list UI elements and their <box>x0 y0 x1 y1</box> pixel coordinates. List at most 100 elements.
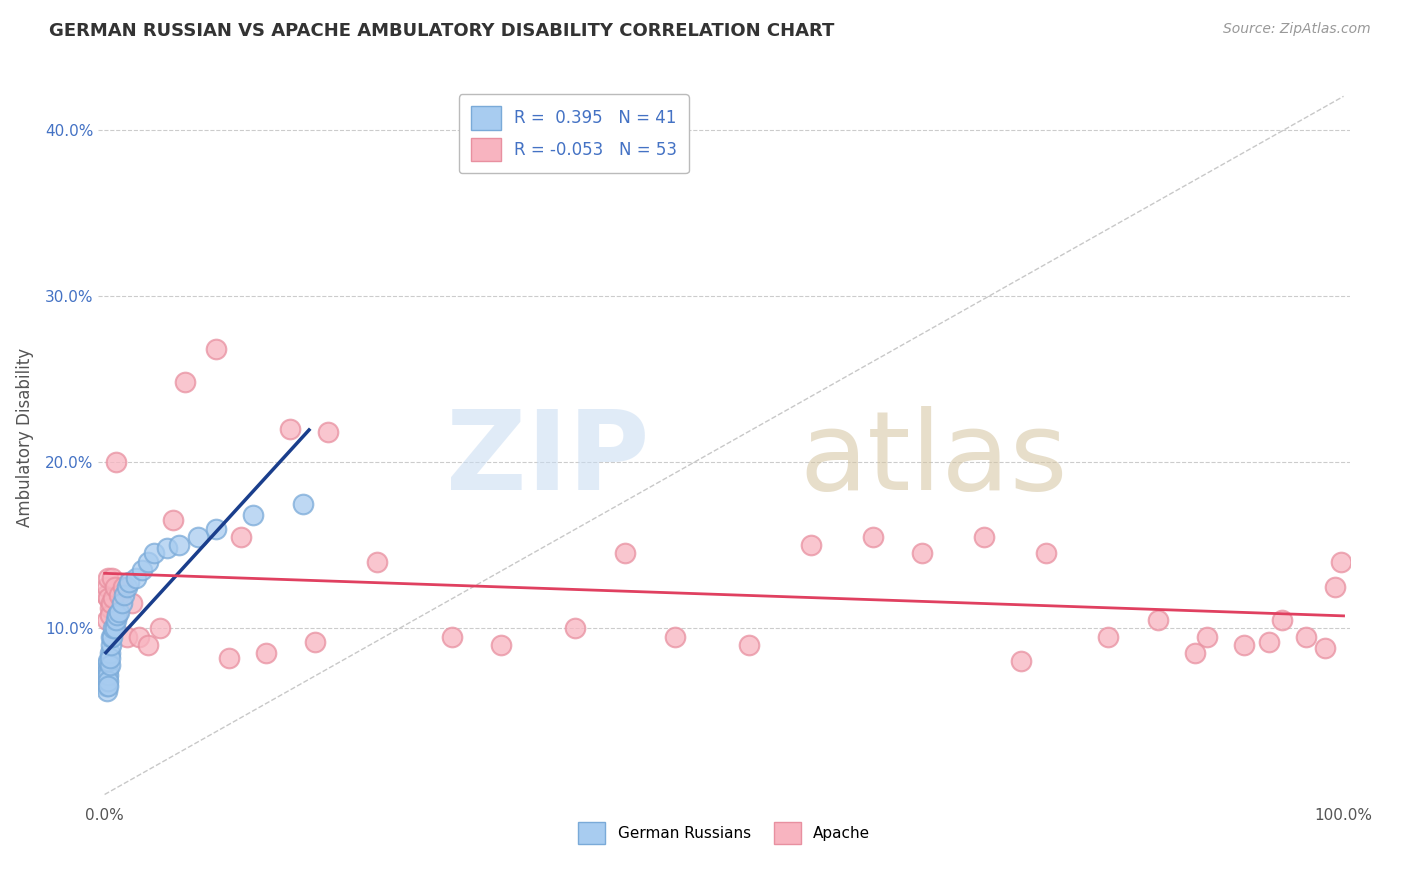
Point <box>98 646 121 660</box>
Point <box>1271 613 1294 627</box>
Point <box>94 671 117 685</box>
Point <box>136 555 159 569</box>
Point <box>96 667 118 681</box>
Point <box>800 538 823 552</box>
Point <box>115 630 138 644</box>
Point <box>1197 630 1219 644</box>
Point <box>101 630 124 644</box>
Text: GERMAN RUSSIAN VS APACHE AMBULATORY DISABILITY CORRELATION CHART: GERMAN RUSSIAN VS APACHE AMBULATORY DISA… <box>49 22 835 40</box>
Point <box>105 607 128 622</box>
Point <box>229 530 252 544</box>
Point <box>100 630 122 644</box>
Point <box>108 588 131 602</box>
Point <box>97 663 120 677</box>
Point <box>96 657 118 672</box>
Point <box>205 521 228 535</box>
Point <box>108 605 131 619</box>
Point <box>1330 555 1353 569</box>
Point <box>911 546 934 560</box>
Point <box>103 580 125 594</box>
Point <box>105 607 128 622</box>
Point <box>96 684 118 698</box>
Point <box>98 607 121 622</box>
Point <box>103 621 125 635</box>
Point <box>94 674 117 689</box>
Point <box>1323 580 1346 594</box>
Point <box>98 651 121 665</box>
Point <box>104 455 127 469</box>
Point <box>111 596 134 610</box>
Point <box>112 580 135 594</box>
Point <box>1146 613 1168 627</box>
Text: Source: ZipAtlas.com: Source: ZipAtlas.com <box>1223 22 1371 37</box>
Point <box>1097 630 1119 644</box>
Point <box>114 588 136 602</box>
Point <box>614 546 637 560</box>
Point <box>100 596 122 610</box>
Point <box>96 613 118 627</box>
Point <box>218 651 240 665</box>
Point <box>1258 634 1281 648</box>
Text: atlas: atlas <box>799 406 1067 513</box>
Point <box>167 538 190 552</box>
Point <box>97 591 120 606</box>
Point <box>1313 641 1336 656</box>
Point <box>94 680 117 694</box>
Point <box>1035 546 1057 560</box>
Point <box>97 655 120 669</box>
Legend: German Russians, Apache: German Russians, Apache <box>572 816 876 850</box>
Point <box>128 630 150 644</box>
Point <box>291 497 314 511</box>
Point <box>100 638 122 652</box>
Point <box>118 574 141 589</box>
Point <box>149 621 172 635</box>
Point <box>973 530 995 544</box>
Point <box>254 646 277 660</box>
Point <box>96 580 118 594</box>
Point <box>97 571 120 585</box>
Point <box>103 591 125 606</box>
Point <box>97 667 120 681</box>
Point <box>186 530 208 544</box>
Point <box>143 546 166 560</box>
Point <box>121 596 143 610</box>
Point <box>316 425 339 439</box>
Point <box>564 621 586 635</box>
Point <box>104 613 127 627</box>
Text: ZIP: ZIP <box>446 406 650 513</box>
Point <box>97 680 120 694</box>
Point <box>97 674 120 689</box>
Y-axis label: Ambulatory Disability: Ambulatory Disability <box>15 348 34 526</box>
Point <box>489 638 512 652</box>
Point <box>280 422 302 436</box>
Point <box>664 630 686 644</box>
Point <box>101 571 124 585</box>
Point <box>1184 646 1206 660</box>
Point <box>738 638 761 652</box>
Point <box>94 588 117 602</box>
Point <box>136 638 159 652</box>
Point <box>304 634 326 648</box>
Point <box>242 508 264 523</box>
Point <box>205 342 228 356</box>
Point <box>94 667 117 681</box>
Point <box>124 571 146 585</box>
Point <box>1233 638 1256 652</box>
Point <box>1295 630 1317 644</box>
Point <box>96 680 118 694</box>
Point <box>103 621 125 635</box>
Point <box>162 513 184 527</box>
Point <box>1010 655 1032 669</box>
Point <box>131 563 153 577</box>
Point <box>94 663 117 677</box>
Point <box>96 671 118 685</box>
Point <box>96 674 118 689</box>
Point <box>174 375 197 389</box>
Point <box>98 657 121 672</box>
Point <box>366 555 388 569</box>
Point <box>98 601 121 615</box>
Point <box>440 630 463 644</box>
Point <box>115 580 138 594</box>
Point <box>862 530 884 544</box>
Point <box>155 541 177 556</box>
